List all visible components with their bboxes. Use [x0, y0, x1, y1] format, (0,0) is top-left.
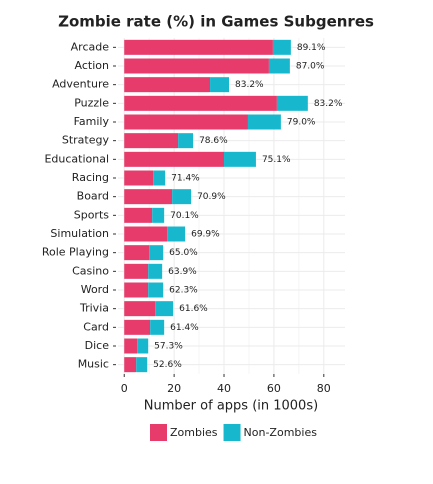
rate-label: 83.2%	[314, 99, 343, 109]
bar-segment	[124, 170, 154, 186]
x-axis-title: Number of apps (in 1000s)	[144, 399, 318, 414]
rate-label: 78.6%	[199, 136, 228, 146]
y-tick-label: Adventure	[52, 78, 109, 91]
bar-segment	[124, 95, 277, 111]
y-tick-label: Trivia	[79, 302, 109, 315]
y-tick-label: Role Playing	[42, 246, 109, 259]
rate-label: 69.9%	[191, 230, 220, 240]
y-tick-label: Board	[77, 190, 109, 203]
bar-segment	[210, 77, 230, 93]
chart-title: Zombie rate (%) in Games Subgenres	[58, 13, 374, 31]
rate-label: 61.6%	[179, 304, 208, 314]
bar-segment	[148, 282, 164, 298]
rate-label: 70.1%	[170, 211, 199, 221]
bar-segment	[124, 58, 269, 74]
y-tick-label: Educational	[44, 152, 109, 165]
y-tick-label: Music	[78, 358, 109, 371]
x-tick-label: 0	[121, 382, 128, 395]
y-tick-label: Family	[74, 115, 110, 128]
bar-segment	[124, 338, 138, 354]
rate-label: 57.3%	[154, 342, 183, 352]
rate-label: 87.0%	[296, 62, 325, 72]
y-tick-label: Action	[75, 59, 109, 72]
bar-segment	[150, 319, 165, 335]
y-tick-label: Casino	[72, 264, 109, 277]
bar-segment	[268, 58, 290, 74]
y-tick-label: Card	[83, 320, 109, 333]
bar-segment	[124, 114, 248, 130]
y-tick-label: Dice	[85, 339, 110, 352]
rate-label: 61.4%	[170, 323, 199, 333]
bar-segment	[247, 114, 281, 130]
legend-label: Non-Zombies	[244, 426, 318, 439]
bar-segment	[124, 245, 150, 261]
bar-segment	[124, 301, 156, 317]
bar-segment	[224, 151, 256, 167]
bar-segment	[124, 151, 225, 167]
rate-label: 62.3%	[169, 286, 198, 296]
bar-segment	[124, 263, 149, 279]
bar-segment	[172, 189, 192, 205]
bar-segment	[137, 338, 149, 354]
rate-label: 52.6%	[153, 360, 182, 370]
bar-segment	[148, 263, 163, 279]
bar-segment	[124, 207, 153, 223]
bar-segment	[124, 189, 173, 205]
bar-segment	[178, 133, 194, 149]
bar-segment	[124, 133, 179, 149]
x-tick-label: 20	[167, 382, 181, 395]
bar-segment	[276, 95, 308, 111]
legend-swatch	[150, 424, 167, 441]
rate-label: 65.0%	[169, 248, 198, 258]
bar-segment	[124, 357, 137, 373]
rate-label: 89.1%	[297, 43, 326, 53]
bar-segment	[124, 282, 149, 298]
bar-segment	[124, 39, 273, 55]
bar-segment	[152, 207, 165, 223]
x-tick-label: 80	[317, 382, 331, 395]
y-tick-label: Racing	[72, 171, 109, 184]
y-tick-label: Word	[81, 283, 109, 296]
y-tick-label: Simulation	[50, 227, 109, 240]
y-tick-label: Puzzle	[74, 96, 109, 109]
x-tick-label: 60	[267, 382, 281, 395]
rate-label: 71.4%	[171, 174, 200, 184]
rate-label: 83.2%	[235, 80, 264, 90]
legend-swatch	[223, 424, 241, 441]
bar-segment	[124, 226, 168, 242]
bar-segment	[124, 77, 211, 93]
y-tick-label: Sports	[74, 208, 110, 221]
rate-label: 70.9%	[197, 192, 226, 202]
rate-label: 79.0%	[287, 118, 316, 128]
bar-segment	[124, 319, 151, 335]
rate-label: 75.1%	[262, 155, 291, 165]
bar-segment	[153, 170, 166, 186]
y-tick-label: Strategy	[62, 134, 110, 147]
bar-segment	[272, 39, 291, 55]
bar-segment	[167, 226, 186, 242]
bar-segment	[136, 357, 148, 373]
x-tick-label: 40	[217, 382, 231, 395]
y-tick-label: Arcade	[71, 40, 110, 53]
rate-label: 63.9%	[168, 267, 197, 277]
bar-segment	[149, 245, 164, 261]
bar-segment	[155, 301, 174, 317]
legend-label: Zombies	[170, 426, 218, 439]
